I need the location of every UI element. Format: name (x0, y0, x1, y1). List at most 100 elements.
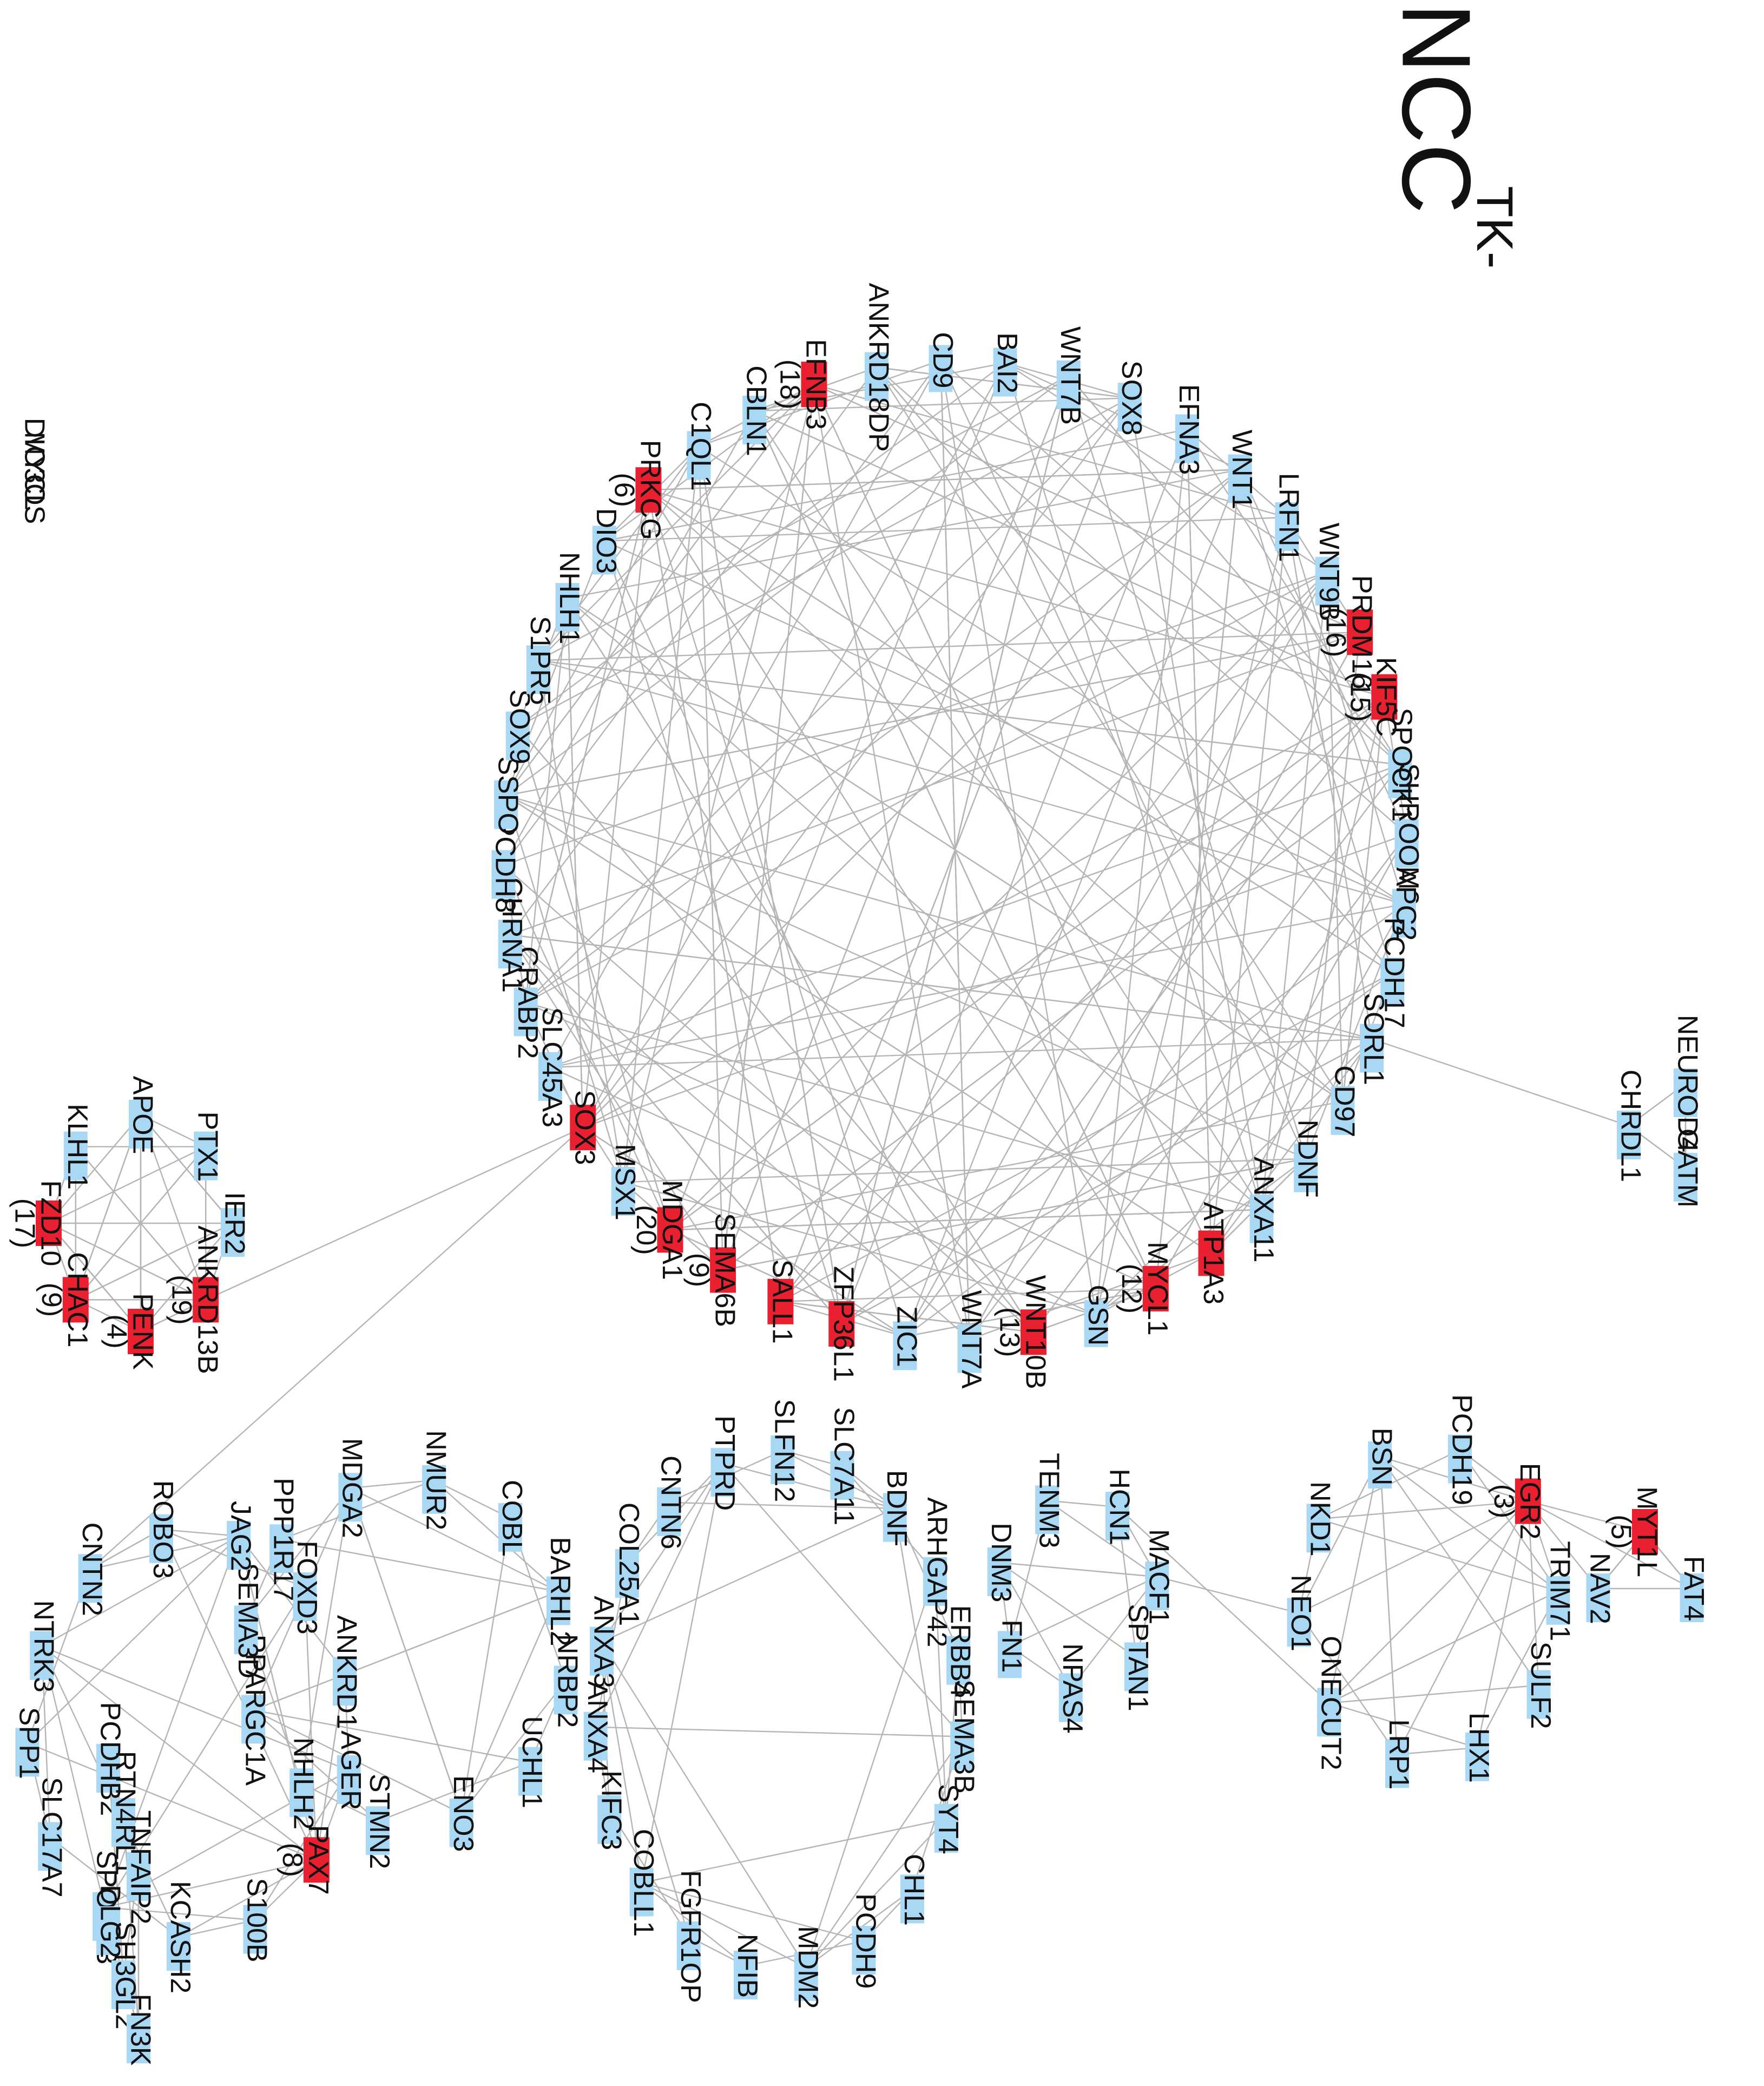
node-label: FGFR1OP (675, 1870, 706, 2003)
node-label: NRBP2 (552, 1634, 583, 1728)
node-label: PAX7 (302, 1825, 334, 1895)
edge (805, 1572, 936, 1968)
node-highlight (1175, 414, 1199, 463)
edge (567, 598, 1035, 1333)
edge (525, 489, 649, 1003)
node-label: PCDH8 (490, 818, 521, 913)
node-label: WNT1 (1226, 430, 1258, 509)
node-label: NHLH1 (554, 552, 585, 645)
node-highlight (1275, 502, 1299, 551)
edge (1328, 1500, 1529, 1704)
edge (1527, 1501, 1539, 1685)
node-highlight (1617, 1111, 1641, 1159)
node-highlight (934, 1803, 958, 1853)
node-label: SYT4 (932, 1784, 964, 1854)
node-label: SSPO (492, 756, 523, 835)
edge (601, 1462, 723, 1643)
node-label: KIFC3 (595, 1770, 627, 1850)
node-highlight (657, 1487, 681, 1536)
node-label: FZD10 (35, 1180, 66, 1267)
node-label: CD97 (1329, 1065, 1360, 1137)
edge (814, 384, 1287, 519)
node-highlight (498, 1503, 522, 1552)
node-label: NPAS4 (1057, 1643, 1088, 1734)
node-label: BSN (1366, 1428, 1397, 1486)
node-label: NFIB (732, 1934, 763, 1998)
node-label: ENO3 (447, 1775, 479, 1852)
node-highlight (518, 1747, 542, 1796)
node-label: LHX1 (1463, 1713, 1495, 1783)
node-highlight (852, 1926, 876, 1975)
node-highlight (1105, 1492, 1129, 1541)
edge (1286, 517, 1373, 1039)
edge (525, 1002, 1156, 1289)
edge (75, 1222, 233, 1301)
edge (1528, 1500, 1693, 1590)
edge (722, 1462, 896, 1509)
edge (1379, 1456, 1539, 1686)
edge (300, 1488, 351, 1784)
node-highlight (526, 645, 550, 694)
node-highlight (1317, 1688, 1341, 1737)
edge (525, 469, 1241, 1003)
edge (1095, 429, 1188, 1315)
node-label: UCHL1 (516, 1716, 548, 1808)
node-label: IER2 (219, 1192, 250, 1255)
edge (604, 540, 1405, 905)
edge (780, 572, 1328, 1302)
node-highlight (127, 2015, 150, 2063)
edge (698, 446, 724, 1270)
node-label: WNT10B (1019, 1275, 1051, 1389)
hub-count: (4) (101, 1314, 132, 1349)
node-label: JAG2 (225, 1501, 256, 1571)
edge (1371, 1038, 1629, 1127)
node-label: APC2 (1390, 867, 1421, 941)
title-superscript: TK- (1466, 186, 1523, 268)
node-highlight (1306, 1504, 1331, 1553)
node-label: MDM2 (792, 1926, 824, 2009)
edge (567, 598, 584, 1128)
node-highlight (629, 1867, 654, 1917)
edge (537, 384, 815, 661)
node-label: DLG2 (94, 1885, 126, 1958)
node-label: ANXA4 (582, 1681, 613, 1774)
hub-node (1198, 1230, 1225, 1276)
hub-count: (15) (1345, 672, 1376, 721)
hub-count: (13) (993, 1307, 1025, 1357)
node-highlight (1315, 556, 1339, 606)
edge (48, 1222, 206, 1301)
node-label: SOX8 (1116, 360, 1147, 436)
hub-node (1371, 674, 1398, 720)
node-label: MSX1 (609, 1144, 641, 1221)
hub-count: (6) (609, 473, 640, 507)
edge (641, 1462, 723, 1883)
node-highlight (338, 1473, 363, 1522)
node-highlight (333, 1657, 357, 1706)
node-highlight (514, 987, 538, 1037)
hub-count: (5) (1605, 1514, 1636, 1549)
node-label: SLC45A3 (536, 1007, 568, 1128)
node-highlight (555, 583, 580, 632)
edge (754, 410, 1156, 1289)
hub-count: (18) (774, 359, 806, 409)
edge (503, 865, 671, 1230)
node-label: KCASH2 (164, 1881, 196, 1993)
node-highlight (293, 1572, 317, 1622)
node-label: WNT9B (1313, 523, 1345, 621)
edge (934, 1572, 947, 1819)
node-label: CHL1 (898, 1854, 930, 1926)
node-highlight (998, 1631, 1022, 1678)
node-label: COBLL1 (628, 1829, 659, 1937)
edge (698, 446, 842, 1324)
node-highlight (422, 1465, 446, 1514)
node-label: WNT7A (956, 1290, 987, 1389)
node-highlight (15, 1728, 40, 1777)
node-label: ERBB4 (944, 1605, 976, 1697)
edge (350, 1487, 462, 1814)
edge (75, 1146, 207, 1301)
edge (1476, 1591, 1559, 1748)
node-label: CNTN2 (76, 1523, 108, 1616)
node-highlight (1035, 1485, 1059, 1534)
node-highlight (1084, 1300, 1108, 1347)
